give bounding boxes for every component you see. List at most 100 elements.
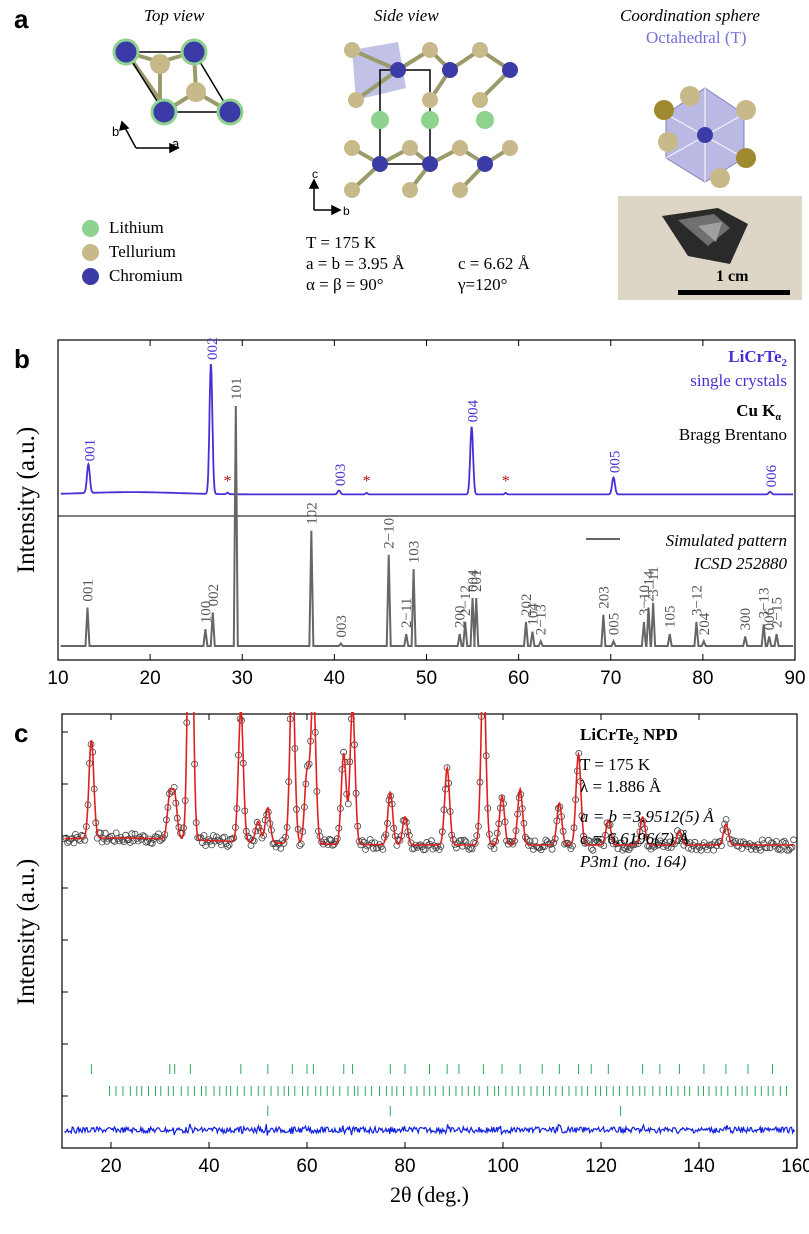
npd-title: LiCrTe2 NPD xyxy=(580,725,678,747)
observed-point xyxy=(79,832,87,840)
side-view-structure xyxy=(344,42,518,198)
crystal-photo: 1 cm xyxy=(618,196,802,300)
x-tick-label: 100 xyxy=(487,1156,519,1177)
param-gamma: γ=120° xyxy=(458,275,508,294)
observed-point xyxy=(752,845,760,853)
measured-peak-label: 006 xyxy=(764,464,780,487)
simulated-peak-label: 003 xyxy=(334,615,350,638)
observed-point xyxy=(208,841,216,849)
measured-pattern xyxy=(60,364,793,496)
side-view-axes xyxy=(308,178,342,216)
coordination-subtitle: Octahedral (T) xyxy=(646,28,747,47)
simulated-peak-label: 201 xyxy=(469,570,485,593)
x-tick-label: 20 xyxy=(140,668,161,689)
simulated-peak-label: 200 xyxy=(453,606,469,629)
scale-bar-label: 1 cm xyxy=(716,268,749,285)
y-axis-label: Intensity (a.u.) xyxy=(13,859,40,1005)
panel-a-letter: a xyxy=(14,4,29,34)
observed-point xyxy=(205,836,213,843)
observed-point xyxy=(427,837,435,845)
observed-point xyxy=(70,839,78,847)
x-tick-label: 120 xyxy=(585,1156,617,1177)
observed-point xyxy=(148,839,156,847)
simulated-peak-label: 2−10 xyxy=(382,518,398,549)
observed-point xyxy=(471,839,479,847)
legend-title: LiCrTe2 xyxy=(728,347,787,369)
simulated-pattern xyxy=(60,405,794,647)
side-axis-c: c xyxy=(312,167,318,181)
legend-item-chromium: Chromium xyxy=(82,264,183,288)
observed-point xyxy=(213,833,220,841)
tellurium-swatch xyxy=(82,243,99,261)
x-tick-label: 40 xyxy=(198,1156,219,1177)
difference-curve xyxy=(64,1123,796,1136)
observed-point xyxy=(548,845,556,853)
npd-wavelength: λ = 1.886 Å xyxy=(580,777,662,796)
observed-point xyxy=(710,846,717,854)
chromium-swatch xyxy=(82,267,99,285)
simulated-peak-label: 203 xyxy=(596,586,612,609)
simulated-peak-label: 101 xyxy=(229,378,245,401)
top-view-structure xyxy=(112,38,244,154)
x-tick-label: 80 xyxy=(692,668,713,689)
param-c: c = 6.62 Å xyxy=(458,254,530,273)
observed-point xyxy=(722,816,730,823)
x-tick-label: 90 xyxy=(784,668,805,689)
top-view-title: Top view xyxy=(144,6,205,25)
lattice-params: T = 175 K a = b = 3.95 Å c = 6.62 Å α = β… xyxy=(306,232,530,295)
npd-chart: 20 40 60 80 100 120 140 160 2θ (deg.) Intensity (… xyxy=(13,712,809,1207)
observed-point xyxy=(790,836,797,844)
simulated-peak-label: 3−10 xyxy=(637,585,653,616)
simulated-peak-label: 002 xyxy=(206,584,222,607)
panel-b-letter: b xyxy=(14,344,30,374)
observed-point xyxy=(224,842,231,850)
observed-point xyxy=(325,835,333,843)
observed-point xyxy=(465,845,473,853)
side-view-title: Side view xyxy=(374,6,439,25)
observed-point xyxy=(660,843,667,850)
observed-point xyxy=(584,836,592,844)
legend-item-tellurium: Tellurium xyxy=(82,240,183,264)
param-temp: T = 175 K xyxy=(306,233,377,252)
simulated-peak-label: 2−15 xyxy=(770,597,786,628)
top-axis-b: b xyxy=(112,124,120,139)
observed-point xyxy=(758,836,766,844)
observed-point xyxy=(203,838,211,846)
impurity-marker: * xyxy=(502,473,510,490)
observed-point xyxy=(415,842,423,850)
impurity-marker: * xyxy=(224,473,232,490)
observed-point xyxy=(344,800,352,808)
observed-point xyxy=(200,832,208,839)
observed-point xyxy=(625,846,633,854)
observed-point xyxy=(136,833,144,841)
measured-peak-label: 005 xyxy=(608,451,624,474)
observed-point xyxy=(126,839,134,846)
simulated-peak-label: 300 xyxy=(738,608,754,631)
observed-point xyxy=(542,836,550,844)
observed-point xyxy=(98,838,106,846)
x-axis-label: 2θ (deg.) xyxy=(387,694,466,698)
x-tick-label: 160 xyxy=(781,1156,809,1177)
observed-point xyxy=(128,830,136,838)
observed-point xyxy=(332,838,340,846)
observed-point xyxy=(131,830,139,838)
legend-label-chromium: Chromium xyxy=(109,266,183,285)
plot-frame xyxy=(61,713,798,1149)
observed-point xyxy=(586,837,594,845)
simulated-legend-label: Simulated pattern xyxy=(666,531,787,550)
simulated-peak-label: 102 xyxy=(304,502,320,525)
observed-point xyxy=(363,842,371,850)
observed-point xyxy=(277,844,285,852)
simulated-peak-label: 3−12 xyxy=(689,585,705,616)
observed-point xyxy=(649,842,656,850)
observed-point xyxy=(460,836,468,844)
simulated-peak-label: 103 xyxy=(407,541,423,564)
observed-point xyxy=(379,845,387,853)
x-tick-label: 70 xyxy=(600,668,621,689)
radiation-source: Cu Kα xyxy=(736,401,781,423)
x-tick-label: 60 xyxy=(508,668,529,689)
top-axis-a: a xyxy=(172,136,180,151)
measured-peak-label: 001 xyxy=(82,439,98,462)
param-ab: a = b = 3.95 Å xyxy=(306,254,405,273)
observed-point xyxy=(396,836,404,844)
